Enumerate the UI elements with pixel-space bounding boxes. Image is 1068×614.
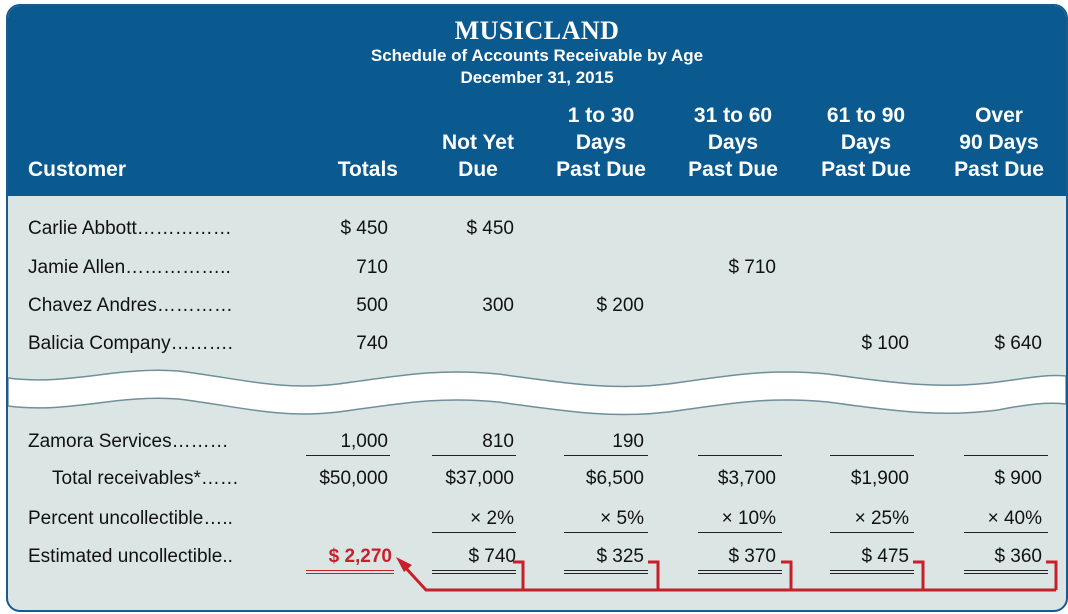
double-rule: [830, 570, 914, 574]
decorations: [8, 369, 1066, 592]
row-31-60: $ 710: [728, 257, 776, 278]
percent-1-30: × 5%: [600, 508, 644, 529]
percent-over-90: × 40%: [987, 508, 1042, 529]
double-rule: [964, 570, 1048, 574]
estimated-1-30: $ 325: [596, 546, 644, 567]
total-1-30: $6,500: [585, 468, 644, 489]
estimated-61-90: $ 475: [861, 546, 909, 567]
total-totals: $50,000: [319, 468, 388, 489]
schedule-date: December 31, 2015: [460, 68, 614, 87]
row-over-90: $ 640: [994, 333, 1042, 354]
double-rule: [432, 570, 516, 574]
row-name: Chavez Andres…………: [28, 295, 233, 316]
table-header: MUSICLAND Schedule of Accounts Receivabl…: [8, 6, 1066, 196]
total-not-yet-due: $37,000: [445, 468, 514, 489]
row-name: Zamora Services………: [28, 431, 229, 452]
col-head-totals: Totals: [337, 158, 398, 181]
row-name: Jamie Allen……………..: [28, 257, 231, 278]
row-name: Carlie Abbott……………: [28, 218, 232, 239]
estimated-over-90: $ 360: [994, 546, 1042, 567]
row-not-yet-due: 300: [482, 295, 514, 316]
wavy-break: [8, 369, 1066, 416]
col-head-61-90: 61 to 90 Days Past Due: [821, 104, 911, 181]
row-1-30: $ 200: [596, 295, 644, 316]
row-totals: 1,000: [340, 431, 388, 452]
row-not-yet-due: 810: [482, 431, 514, 452]
percent-not-yet-due: × 2%: [470, 508, 514, 529]
subtotal-rule: [830, 532, 914, 533]
schedule-subtitle: Schedule of Accounts Receivable by Age: [370, 46, 704, 65]
allocation-bracket: [402, 560, 1058, 592]
estimated-31-60: $ 370: [728, 546, 776, 567]
row-not-yet-due: $ 450: [466, 218, 514, 239]
total-61-90: $1,900: [850, 468, 909, 489]
double-rule: [698, 570, 782, 574]
table-body: Carlie Abbott…………… $ 450 $ 450 Jamie All…: [8, 196, 1066, 610]
subtotal-rule: [698, 532, 782, 533]
subtotal-rule: [432, 532, 516, 533]
subtotal-rule: [306, 455, 390, 456]
row-name: Balicia Company……….: [28, 333, 233, 354]
estimated-uncollectible-label: Estimated uncollectible..: [28, 546, 233, 567]
double-rule: [564, 570, 648, 574]
col-head-31-60: 31 to 60 Days Past Due: [688, 104, 778, 181]
company-title: MUSICLAND: [454, 16, 620, 45]
total-receivables-label: Total receivables*……: [52, 468, 239, 489]
col-head-not-yet-due: Not Yet Due: [442, 131, 514, 181]
row-totals: 710: [356, 257, 388, 278]
col-head-customer: Customer: [28, 158, 127, 181]
row-totals: 500: [356, 295, 388, 316]
percent-uncollectible-label: Percent uncollectible…..: [28, 508, 233, 529]
subtotal-rule: [964, 455, 1048, 456]
total-over-90: $ 900: [994, 468, 1042, 489]
row-61-90: $ 100: [861, 333, 909, 354]
subtotal-rule: [964, 532, 1048, 533]
subtotal-rule: [830, 455, 914, 456]
double-rule: [306, 570, 394, 574]
row-totals: $ 450: [340, 218, 388, 239]
subtotal-rule: [698, 455, 782, 456]
estimated-totals: $ 2,270: [328, 546, 392, 567]
estimated-not-yet-due: $ 740: [468, 546, 516, 567]
schedule-frame: MUSICLAND Schedule of Accounts Receivabl…: [6, 4, 1068, 612]
col-head-1-30: 1 to 30 Days Past Due: [556, 104, 646, 181]
percent-31-60: × 10%: [721, 508, 776, 529]
subtotal-rule: [432, 455, 516, 456]
subtotal-rule: [564, 455, 648, 456]
subtotal-rule: [564, 532, 648, 533]
row-1-30: 190: [612, 431, 644, 452]
arrow-head: [396, 557, 412, 572]
col-head-over-90: Over 90 Days Past Due: [954, 104, 1044, 181]
row-totals: 740: [356, 333, 388, 354]
percent-61-90: × 25%: [854, 508, 909, 529]
total-31-60: $3,700: [717, 468, 776, 489]
